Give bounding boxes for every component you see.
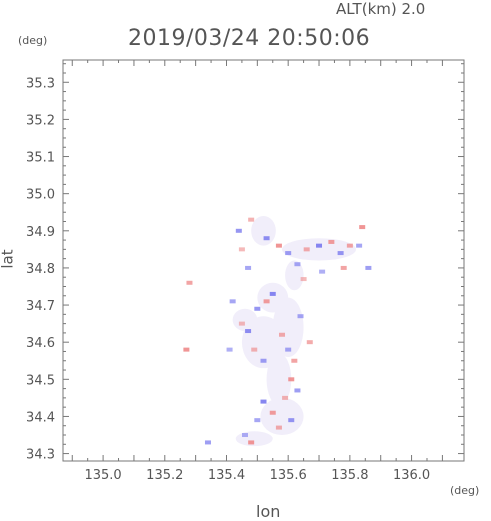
echo-cell — [306, 340, 313, 345]
echo-cell — [238, 321, 245, 326]
y-tick-label: 34.7 — [26, 299, 55, 314]
echo-cell — [260, 358, 267, 363]
echo-cell — [245, 329, 252, 334]
echo-cell — [316, 243, 323, 248]
echo-cell — [337, 251, 344, 256]
observation-datetime: 2019/03/24 20:50:06 — [128, 26, 371, 51]
echo-cell — [183, 347, 190, 352]
echo-cell — [251, 347, 258, 352]
axis-ticks: 135.0 135.2 135.4 135.6 135.8 136.0 34.3 34.4 34… — [26, 60, 464, 483]
echo-cell — [248, 440, 255, 445]
echo-cell — [303, 247, 310, 252]
plot-frame — [62, 59, 465, 462]
echo-cell — [340, 265, 347, 270]
echo-cell — [229, 299, 236, 304]
y-tick-label: 34.9 — [26, 225, 55, 240]
y-axis-unit: (deg) — [18, 34, 48, 47]
coverage-layer — [232, 215, 357, 447]
echo-cell — [260, 399, 267, 404]
coverage-area — [251, 215, 276, 246]
y-tick-label: 34.3 — [26, 448, 55, 463]
echo-cell — [275, 243, 282, 248]
echo-cell — [288, 418, 295, 423]
x-tick-label: 135.2 — [146, 468, 183, 483]
x-axis-label: lon — [256, 502, 281, 521]
echo-cell — [248, 217, 255, 222]
y-tick-label: 34.4 — [26, 410, 55, 425]
echo-cell — [356, 243, 363, 248]
echo-cell — [359, 225, 366, 230]
y-tick-label: 34.8 — [26, 262, 55, 277]
echo-cell — [319, 269, 326, 274]
x-tick-label: 135.6 — [270, 468, 307, 483]
coverage-area — [266, 353, 292, 406]
y-tick-label: 35.0 — [26, 188, 55, 203]
echo-cell — [365, 265, 372, 270]
echo-cell — [285, 347, 292, 352]
coverage-area — [235, 431, 273, 447]
coverage-area — [282, 238, 357, 261]
echo-cell — [226, 347, 233, 352]
echo-cell — [294, 262, 301, 267]
echo-cell — [300, 277, 307, 282]
echo-cell — [288, 377, 295, 382]
echo-cell — [186, 280, 193, 285]
echo-cell — [235, 228, 242, 233]
echo-cell — [297, 314, 304, 319]
echo-cell — [254, 418, 261, 423]
x-tick-label: 135.0 — [84, 468, 121, 483]
echo-cell — [269, 291, 276, 296]
echo-layer — [183, 217, 372, 445]
echo-cell — [241, 433, 248, 438]
coverage-area — [285, 260, 304, 291]
coverage-area — [260, 397, 304, 436]
echo-cell — [285, 251, 292, 256]
x-tick-label: 136.0 — [393, 468, 430, 483]
echo-cell — [328, 239, 335, 244]
echo-cell — [254, 306, 261, 311]
x-tick-label: 135.8 — [331, 468, 368, 483]
echo-cell — [291, 358, 298, 363]
coverage-area — [232, 308, 258, 332]
echo-cell — [269, 410, 276, 415]
x-axis-unit: (deg) — [450, 484, 480, 497]
echo-cell — [204, 440, 211, 445]
echo-cell — [263, 299, 270, 304]
echo-cell — [245, 265, 252, 270]
y-tick-label: 34.5 — [26, 373, 55, 388]
echo-cell — [346, 243, 353, 248]
altitude-label: ALT(km) 2.0 — [336, 0, 426, 18]
echo-cell — [238, 247, 245, 252]
echo-cell — [275, 425, 282, 430]
y-tick-label: 35.3 — [26, 76, 55, 91]
y-tick-label: 35.2 — [26, 113, 55, 128]
echo-cell — [294, 388, 301, 393]
coverage-area — [257, 282, 289, 313]
x-tick-label: 135.4 — [208, 468, 245, 483]
echo-cell — [282, 395, 289, 400]
echo-cell — [263, 236, 270, 241]
y-tick-label: 35.1 — [26, 151, 55, 166]
coverage-area — [272, 297, 304, 358]
echo-cell — [279, 332, 286, 337]
y-tick-label: 34.6 — [26, 336, 55, 351]
